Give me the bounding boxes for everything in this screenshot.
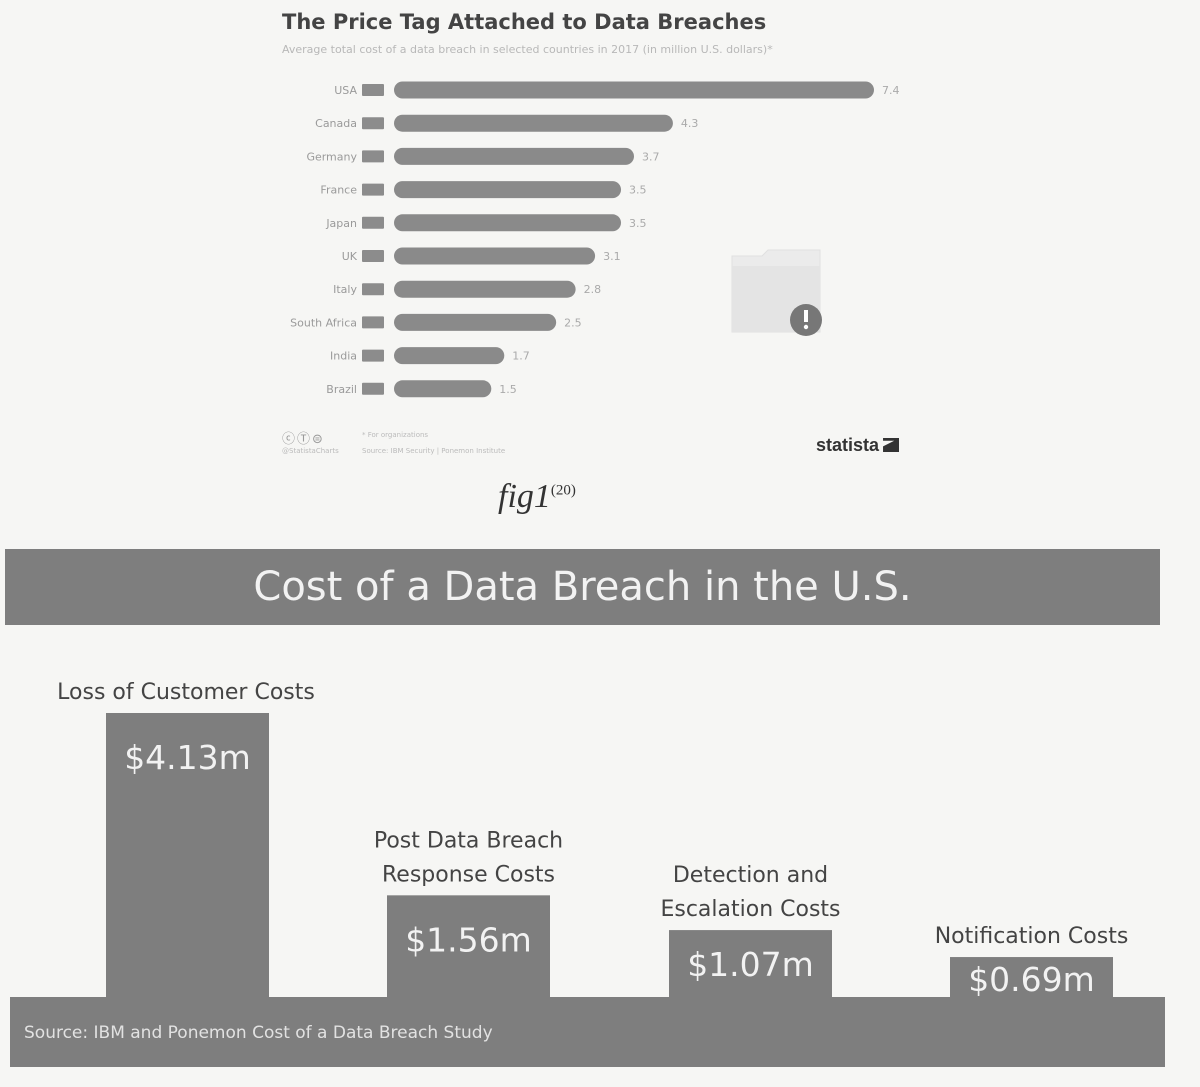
data-label: 2.5 [564, 316, 582, 329]
data-label: $1.56m [405, 920, 532, 959]
baseline-band [10, 997, 1165, 1067]
data-label: $1.07m [687, 945, 814, 984]
flag-icon [362, 349, 384, 362]
country-cost-chart: The Price Tag Attached to Data Breaches … [270, 10, 910, 475]
data-label: 3.5 [629, 184, 647, 197]
bar [394, 81, 874, 99]
bar [394, 214, 622, 232]
banner-title: Cost of a Data Breach in the U.S. [253, 564, 912, 610]
data-label: 1.7 [512, 350, 530, 363]
bar [394, 181, 622, 199]
category-label: Response Costs [382, 862, 555, 887]
data-label: $0.69m [968, 960, 1095, 999]
statista-logo: statista [816, 435, 900, 456]
flag-icon [362, 216, 384, 229]
bar [950, 957, 1113, 1006]
bar [394, 380, 492, 398]
category-label: Notification Costs [935, 924, 1129, 949]
source-text: Source: IBM Security | Ponemon Institute [362, 447, 506, 455]
us-cost-chart: $4.13m Loss of Customer Costs $1.56m Post D… [0, 640, 1200, 1087]
flag-icon [362, 250, 384, 262]
category-label: France [320, 184, 357, 197]
bar [394, 114, 673, 132]
data-label: 3.1 [603, 250, 621, 263]
category-label: Detection and [673, 863, 828, 888]
category-label: Loss of Customer Costs [57, 680, 315, 705]
category-label: Japan [325, 217, 357, 230]
source-text: Source: IBM and Ponemon Cost of a Data B… [24, 1023, 493, 1043]
bar [394, 147, 634, 165]
bar-series: $4.13m Loss of Customer Costs $1.56m Post D… [10, 680, 1165, 1067]
data-label: 7.4 [882, 84, 900, 97]
cc-icon: ⓒ [282, 432, 298, 447]
category-label: USA [334, 84, 357, 97]
chart-subtitle: Average total cost of a data breach in s… [282, 43, 773, 56]
data-label: $4.13m [124, 738, 251, 777]
bar [394, 247, 596, 265]
data-label: 3.5 [629, 217, 647, 230]
chart-title: The Price Tag Attached to Data Breaches [282, 10, 767, 34]
footnote-text: * For organizations [362, 431, 429, 439]
flag-icon [362, 150, 384, 163]
figure-caption: fig1(20) [498, 478, 576, 515]
flag-icon [362, 382, 384, 395]
bar [394, 280, 576, 298]
flag-icon [362, 316, 384, 329]
category-label: Post Data Breach [374, 828, 563, 853]
category-label: South Africa [290, 316, 357, 329]
data-label: 4.3 [681, 117, 699, 130]
us-cost-banner: Cost of a Data Breach in the U.S. [5, 549, 1160, 625]
nd-icon: ⊜ [312, 432, 325, 447]
bar-series: USA 7.4 Canada 4.3 Germany 3.7 France 3.5 Japan 3… [290, 81, 900, 398]
data-label: 2.8 [584, 283, 602, 296]
license-icons: ⓒⓉ⊜ [282, 428, 325, 447]
category-label: UK [342, 250, 358, 263]
us-cost-bars: $4.13m Loss of Customer Costs $1.56m Post D… [10, 680, 1165, 1067]
flag-icon [362, 283, 384, 296]
flag-icon [362, 84, 384, 96]
credit-text: @StatistaCharts [282, 447, 339, 455]
category-label: Canada [315, 117, 357, 130]
bar [394, 313, 557, 331]
country-bars: USA 7.4 Canada 4.3 Germany 3.7 France 3.5 Japan 3… [290, 81, 900, 398]
category-label: Germany [306, 150, 357, 163]
by-icon: Ⓣ [297, 432, 313, 447]
bar [669, 930, 832, 1006]
bar [387, 895, 550, 1006]
bar [106, 713, 269, 1006]
category-label: India [330, 350, 357, 363]
category-label: Italy [333, 283, 357, 296]
data-label: 1.5 [499, 383, 517, 396]
flag-icon [362, 183, 384, 196]
bar [394, 347, 505, 365]
data-label: 3.7 [642, 150, 660, 163]
folder-alert-icon [731, 249, 822, 336]
category-label: Escalation Costs [660, 897, 840, 922]
category-label: Brazil [326, 383, 357, 396]
flag-icon [362, 117, 384, 130]
